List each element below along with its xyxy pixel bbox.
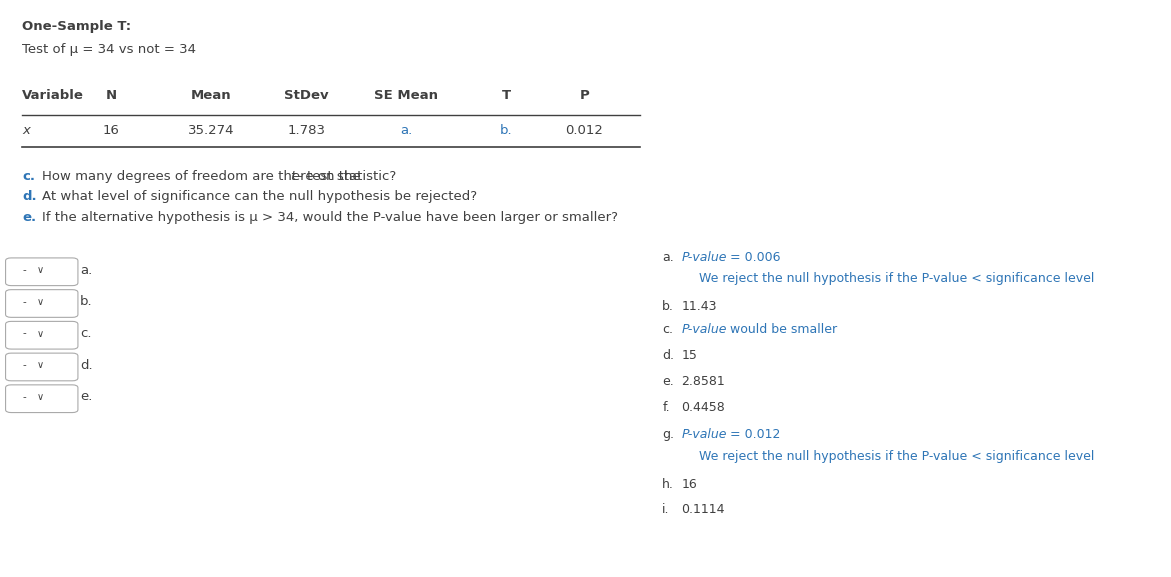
Text: P-value: P-value [682, 251, 727, 264]
Text: P: P [580, 89, 589, 103]
Text: 1.783: 1.783 [287, 124, 326, 137]
Text: -: - [22, 265, 26, 275]
Text: P-value: P-value [682, 323, 727, 336]
Text: T: T [502, 89, 511, 103]
Text: c.: c. [663, 323, 673, 336]
Text: would be smaller: would be smaller [726, 323, 837, 336]
Text: e.: e. [80, 391, 93, 403]
Text: 11.43: 11.43 [682, 300, 717, 313]
Text: - test statistic?: - test statistic? [299, 170, 396, 183]
Text: -: - [22, 360, 26, 370]
Text: We reject the null hypothesis if the P-value < significance level: We reject the null hypothesis if the P-v… [699, 272, 1095, 286]
Text: -: - [22, 328, 26, 339]
Text: SE Mean: SE Mean [375, 89, 438, 103]
Text: P-value: P-value [682, 428, 727, 441]
Text: d.: d. [80, 359, 93, 372]
Text: e.: e. [22, 211, 36, 224]
Text: -: - [22, 392, 26, 402]
Text: b.: b. [80, 295, 93, 308]
Text: If the alternative hypothesis is μ > 34, would the P-value have been larger or s: If the alternative hypothesis is μ > 34,… [42, 211, 618, 224]
Text: We reject the null hypothesis if the P-value < significance level: We reject the null hypothesis if the P-v… [699, 450, 1095, 463]
Text: g.: g. [663, 428, 674, 441]
Text: 0.4458: 0.4458 [682, 401, 725, 414]
Text: d.: d. [22, 190, 37, 204]
Text: 0.1114: 0.1114 [682, 503, 725, 516]
Text: 15: 15 [682, 349, 697, 362]
Text: At what level of significance can the null hypothesis be rejected?: At what level of significance can the nu… [42, 190, 478, 204]
Text: StDev: StDev [283, 89, 328, 103]
Text: i.: i. [663, 503, 670, 516]
Text: t: t [290, 170, 295, 183]
Text: a.: a. [663, 251, 674, 264]
Text: -: - [22, 297, 26, 307]
Text: ∨: ∨ [36, 297, 43, 307]
Text: ∨: ∨ [36, 265, 43, 275]
FancyBboxPatch shape [6, 290, 78, 317]
Text: ∨: ∨ [36, 328, 43, 339]
Text: N: N [105, 89, 117, 103]
Text: = 0.012: = 0.012 [726, 428, 781, 441]
Text: ∨: ∨ [36, 392, 43, 402]
Text: b.: b. [663, 300, 674, 313]
Text: One-Sample T:: One-Sample T: [22, 20, 131, 33]
Text: c.: c. [80, 327, 91, 340]
Text: 2.8581: 2.8581 [682, 375, 725, 388]
FancyBboxPatch shape [6, 258, 78, 286]
Text: Mean: Mean [191, 89, 232, 103]
Text: d.: d. [663, 349, 674, 362]
Text: e.: e. [663, 375, 674, 388]
Text: a.: a. [400, 124, 412, 137]
Text: 0.012: 0.012 [566, 124, 603, 137]
Text: 16: 16 [103, 124, 119, 137]
Text: Test of μ = 34 vs not = 34: Test of μ = 34 vs not = 34 [22, 43, 197, 57]
Text: b.: b. [500, 124, 513, 137]
FancyBboxPatch shape [6, 385, 78, 413]
Text: 35.274: 35.274 [189, 124, 234, 137]
Text: a.: a. [80, 264, 93, 276]
Text: Variable: Variable [22, 89, 84, 103]
Text: ∨: ∨ [36, 360, 43, 370]
Text: h.: h. [663, 478, 674, 491]
FancyBboxPatch shape [6, 321, 78, 349]
FancyBboxPatch shape [6, 353, 78, 381]
Text: = 0.006: = 0.006 [726, 251, 781, 264]
Text: c.: c. [22, 170, 35, 183]
Text: 16: 16 [682, 478, 697, 491]
Text: x: x [22, 124, 30, 137]
Text: How many degrees of freedom are there on the: How many degrees of freedom are there on… [42, 170, 365, 183]
Text: f.: f. [663, 401, 670, 414]
